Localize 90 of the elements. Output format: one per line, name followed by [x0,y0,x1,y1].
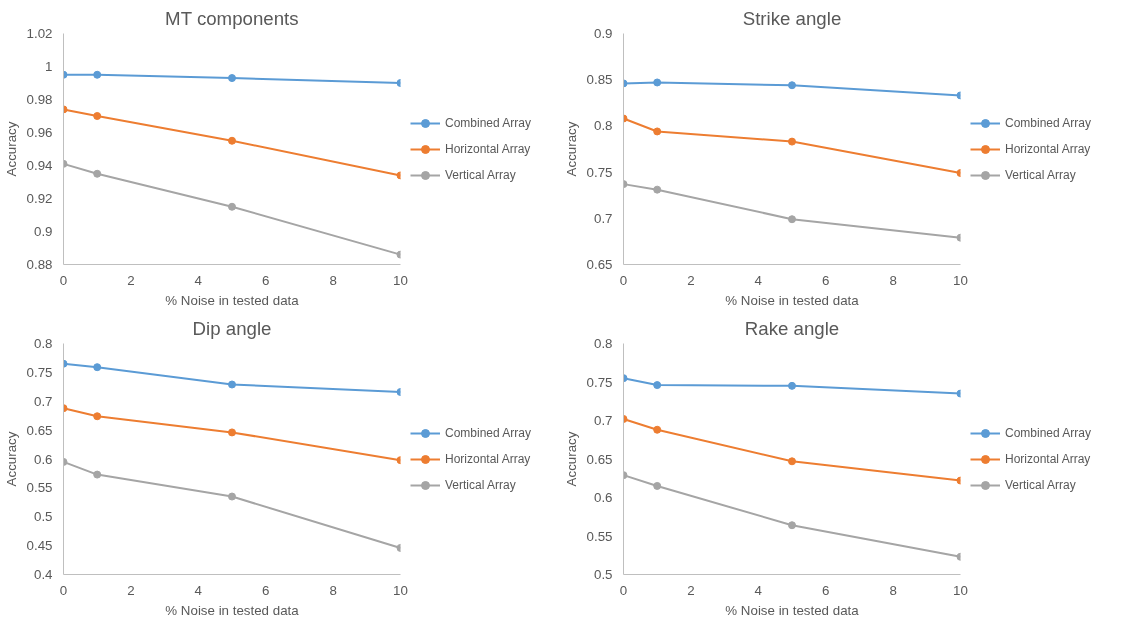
point [228,380,236,389]
y-tick-label: 0.8 [593,336,613,351]
x-tick-label: 0 [59,272,68,288]
y-tick-label: 0.75 [586,374,613,390]
y-tick-label: 0.5 [33,509,53,525]
y-tick-label: 0.96 [26,125,53,140]
y-tick-label: 0.98 [26,92,53,107]
point [228,136,236,145]
x-tick-label: 6 [821,272,830,288]
y-tick-label: 0.9 [33,224,53,239]
x-tick-label: 0 [59,582,68,598]
chart-title: Strike angle [742,7,842,29]
legend-label: Horizontal Array [1005,451,1091,466]
y-tick-label: 0.88 [26,257,53,272]
y-tick-label: 1 [45,59,53,74]
legend-label: Vertical Array [445,477,516,492]
x-tick-label: 4 [194,272,203,288]
y-tick-label: 0.85 [586,72,613,88]
y-tick-label: 0.7 [593,413,613,428]
x-tick-label: 8 [329,582,337,598]
point [788,521,796,530]
x-tick-label: 10 [393,582,408,598]
chart-title: Rake angle [744,317,840,339]
legend-label: Combined Array [445,115,532,130]
x-tick-label: 10 [953,272,968,288]
point [788,215,796,224]
point [228,492,236,501]
legend-label: Vertical Array [445,167,516,182]
x-axis-title: % Noise in tested data [725,602,860,618]
x-tick-label: 4 [754,272,763,288]
y-tick-label: 0.65 [26,422,53,438]
y-tick-label: 0.8 [33,336,53,351]
x-tick-label: 2 [127,582,135,598]
point [788,381,796,390]
x-axis-title: % Noise in tested data [165,292,300,308]
y-axis-title: Accuracy [3,121,19,177]
x-tick-label: 8 [889,272,897,288]
y-tick-label: 0.55 [586,528,613,544]
x-tick-label: 6 [261,582,270,598]
y-tick-label: 0.6 [33,451,53,467]
point [788,457,796,466]
y-tick-label: 0.7 [33,393,53,409]
y-tick-label: 0.8 [593,118,613,134]
x-axis-title: % Noise in tested data [165,602,300,618]
y-tick-label: 0.94 [26,158,54,173]
chart-title: MT components [165,7,299,29]
x-tick-label: 8 [889,582,897,598]
legend-label: Horizontal Array [1005,141,1091,156]
x-tick-label: 6 [821,582,830,598]
y-tick-label: 0.7 [593,210,613,226]
y-tick-label: 0.75 [26,364,53,380]
y-tick-label: 0.6 [593,490,613,505]
point [228,74,236,83]
y-tick-label: 0.92 [26,191,53,206]
x-tick-label: 2 [127,272,135,288]
legend-label: Combined Array [445,425,532,440]
point [788,81,796,90]
y-tick-label: 0.65 [586,451,613,467]
legend-label: Vertical Array [1005,477,1076,492]
point [788,137,796,146]
y-tick-label: 0.55 [26,480,53,496]
x-tick-label: 10 [393,272,408,288]
x-tick-label: 0 [619,272,628,288]
y-tick-label: 0.4 [33,567,54,582]
y-axis-title: Accuracy [563,431,579,487]
y-tick-label: 1.02 [26,26,53,41]
legend-label: Combined Array [1005,115,1092,130]
x-axis-title: % Noise in tested data [725,292,860,308]
y-axis-title: Accuracy [563,121,579,177]
y-tick-label: 0.9 [593,26,613,41]
x-tick-label: 2 [687,272,695,288]
point [228,428,236,437]
y-tick-label: 0.75 [586,164,613,180]
y-tick-label: 0.65 [586,257,613,272]
x-tick-label: 4 [754,582,763,598]
legend-label: Horizontal Array [445,451,531,466]
chart-title: Dip angle [192,317,272,339]
x-tick-label: 2 [687,582,695,598]
legend-label: Combined Array [1005,425,1092,440]
x-tick-label: 10 [953,582,968,598]
x-tick-label: 6 [261,272,270,288]
x-tick-label: 0 [619,582,628,598]
x-tick-label: 4 [194,582,203,598]
legend-label: Vertical Array [1005,167,1076,182]
y-tick-label: 0.5 [593,567,613,582]
y-axis-title: Accuracy [3,431,19,487]
x-tick-label: 8 [329,272,337,288]
y-tick-label: 0.45 [26,538,53,554]
legend-label: Horizontal Array [445,141,531,156]
point [228,202,236,211]
